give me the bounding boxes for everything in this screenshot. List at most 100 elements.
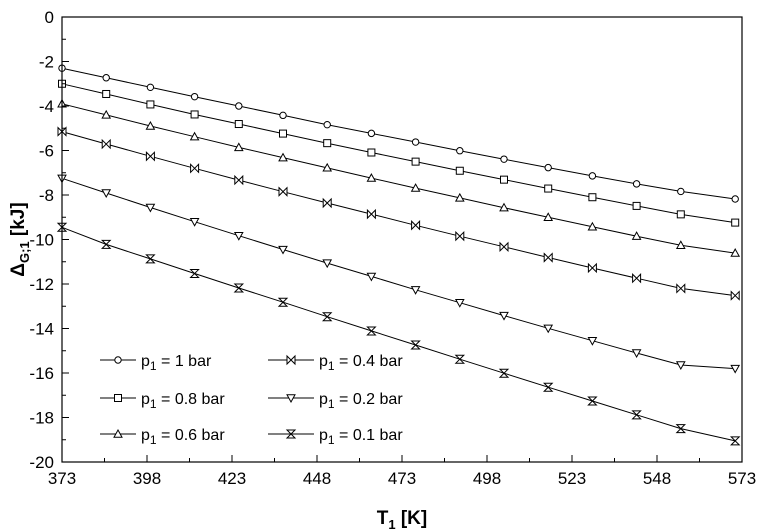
data-point [675,361,686,371]
data-point [102,74,110,82]
legend-entry: p1 = 0.6 bar [100,427,225,447]
data-point [499,311,509,321]
data-point [410,183,421,192]
data-point [587,396,598,406]
x-tick-label: 548 [643,469,671,488]
data-point [543,324,554,334]
data-point [322,259,333,269]
data-point [454,298,465,308]
series-hourglass [56,222,741,446]
y-tick-label: -16 [29,364,54,383]
legend-marker [113,428,123,438]
series-circle [58,64,739,203]
data-point [278,245,288,255]
data-point [277,297,289,307]
data-point [145,254,156,264]
legend-entry: p1 = 1 bar [100,353,212,373]
x-tick-label: 398 [133,469,161,488]
data-point [411,138,420,146]
y-tick-label: 0 [45,8,54,27]
data-point [730,248,741,257]
legend-entry: p1 = 0.8 bar [100,391,225,411]
data-point [411,157,420,166]
data-point [57,126,67,137]
series-triangle-up [57,98,741,257]
legend-label: p1 = 0.8 bar [141,391,225,411]
data-point [410,286,421,295]
legend: p1 = 1 bar p1 = 0.8 bar p1 = 0.6 bar p1 = 0… [100,353,403,447]
x-tick-label: 573 [728,469,756,488]
data-point [233,232,244,241]
data-point [587,221,598,231]
x-tick-label: 423 [218,469,246,488]
data-point [233,142,244,152]
data-point [102,89,111,98]
data-point [543,252,553,263]
series-line [61,103,736,254]
data-point [730,290,740,301]
series-bowtie [57,126,740,301]
data-point [631,349,642,359]
legend-label: p1 = 0.1 bar [319,427,403,447]
data-point [455,166,464,175]
series-line [61,67,736,200]
series-line [61,177,736,370]
data-point [498,368,510,378]
data-point [101,109,112,119]
y-tick-label: -10 [29,231,54,250]
data-point [100,239,112,249]
data-point [499,202,509,212]
x-tick-label: 498 [473,469,501,488]
legend-marker [114,394,122,402]
data-point [729,436,741,446]
data-point [500,155,508,163]
x-axis-title: T1 [K] [377,508,428,530]
data-point [588,193,597,202]
data-point [146,100,155,109]
legend-entry: p1 = 0.1 bar [268,427,403,447]
series-line [61,226,736,442]
data-point [367,129,376,138]
data-point [366,272,377,282]
data-point [366,326,377,336]
data-point [632,273,642,284]
data-point [190,110,199,119]
data-point [454,354,466,364]
data-point [410,340,421,350]
y-tick-label: -6 [39,142,54,161]
legend-marker [285,429,297,439]
data-point [279,111,287,120]
y-tick-label: -12 [29,275,54,294]
x-tick-label: 373 [48,469,76,488]
data-point [730,364,741,374]
data-point [366,208,376,220]
legend-label: p1 = 0.4 bar [319,353,403,373]
legend-marker [286,394,296,404]
y-tick-label: -14 [29,320,54,339]
data-point [631,410,642,420]
legend-marker [286,354,296,366]
data-point [145,120,156,130]
series-triangle-down [57,174,741,374]
x-tick-label: 448 [303,469,331,488]
data-point [323,139,332,148]
data-point [456,147,464,155]
y-tick-label: -8 [39,186,54,205]
legend-entry: p1 = 0.4 bar [268,353,403,373]
x-tick-label: 523 [558,469,586,488]
data-point [189,269,200,279]
data-point [189,218,200,227]
data-point [278,186,288,197]
data-point [500,175,508,184]
tick-labels: 373 398 423 448 473 498 523 548 573 0 -2 -4 -6 -8 -10 -… [29,8,756,488]
x-tick-label: 473 [388,469,416,488]
y-tick-label: -2 [39,53,54,72]
data-point [587,337,598,346]
data-point [235,102,243,110]
data-point [278,152,288,162]
data-point [731,195,739,203]
data-point [632,201,641,210]
data-point [321,312,333,322]
data-point [190,92,199,101]
